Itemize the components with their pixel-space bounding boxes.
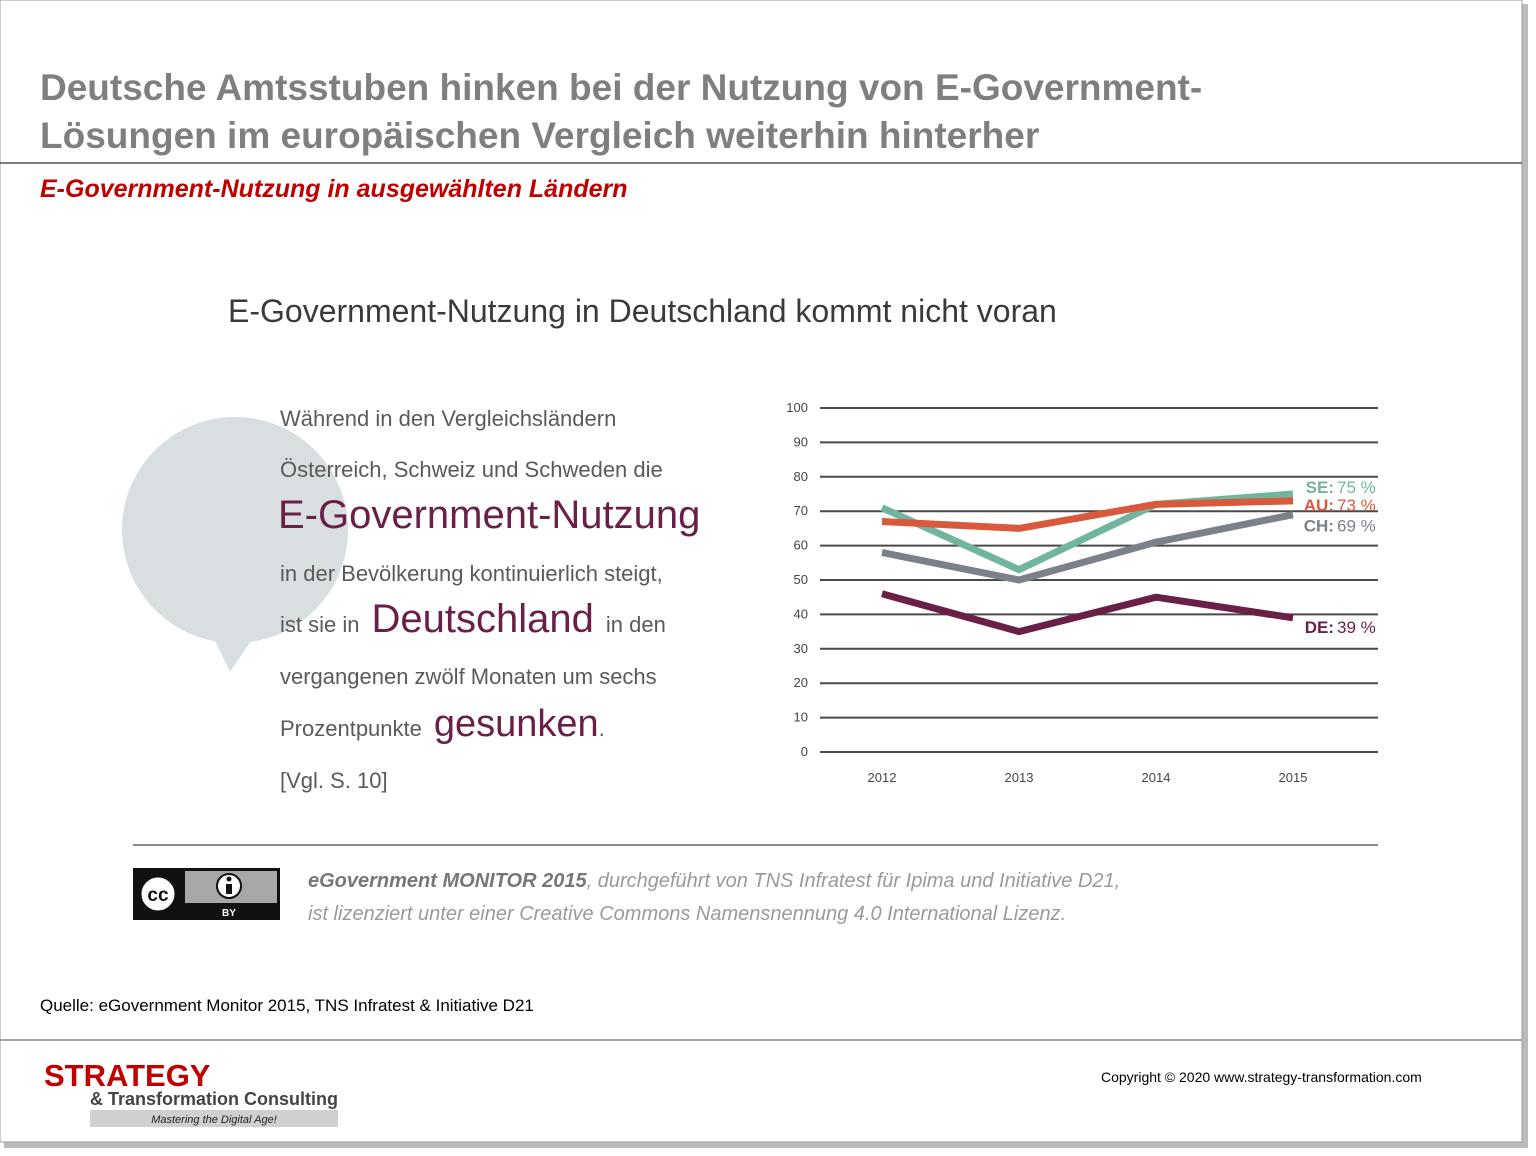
callout-line: [Vgl. S. 10] — [280, 768, 388, 793]
cc-label: cc — [147, 885, 169, 906]
title: Lösungen im europäischen Vergleich weite… — [40, 115, 1039, 156]
value-label: 75 % — [1337, 478, 1376, 497]
y-tick-label: 100 — [786, 400, 808, 415]
x-tick-label: 2015 — [1279, 770, 1308, 785]
speech-bubble-tail — [205, 620, 265, 672]
legend-label: DE: — [1305, 618, 1334, 637]
series-line — [881, 590, 1294, 636]
license-text: ist lizenziert unter einer Creative Comm… — [308, 903, 1066, 925]
license-text: , durchgeführt von TNS Infratest für Ipi… — [587, 870, 1121, 892]
y-tick-label: 30 — [794, 641, 808, 656]
speech-bubble — [122, 417, 348, 643]
callout-text: ist sie in — [280, 612, 359, 637]
value-label: 39 % — [1337, 618, 1376, 637]
by-label: BY — [222, 908, 236, 919]
title: Deutsche Amtsstuben hinken bei der Nutzu… — [40, 67, 1202, 108]
x-tick-label: 2013 — [1005, 770, 1034, 785]
legend-label: CH: — [1304, 517, 1334, 536]
subtitle: E-Government-Nutzung in ausgewählten Län… — [40, 175, 628, 203]
line-chart: 0 10 20 30 40 50 60 70 80 90 100 2012 2013 2014 2015 SE… — [786, 400, 1378, 785]
callout-line: in der Bevölkerung kontinuierlich steigt… — [280, 561, 663, 586]
callout-highlight: Deutschland — [371, 597, 593, 641]
series-line — [881, 511, 1294, 584]
callout-text: Während in den Vergleichsländern Österre… — [278, 406, 700, 793]
callout-text: Prozentpunkte — [280, 716, 422, 741]
by-icon-head — [226, 876, 232, 882]
tagline-box — [90, 1110, 338, 1127]
logo-main: STRATEGY — [44, 1058, 211, 1093]
y-tick-label: 90 — [794, 434, 808, 449]
y-tick-label: 80 — [794, 469, 808, 484]
by-icon-figure — [226, 884, 232, 894]
legend-label: SE: — [1306, 478, 1334, 497]
logo-sub: & Transformation Consulting — [90, 1089, 338, 1109]
callout-highlight: gesunken — [434, 703, 599, 745]
legend-label: AU: — [1304, 496, 1334, 515]
license-source: eGovernment MONITOR 2015 — [308, 870, 587, 892]
callout-line: Während in den Vergleichsländern — [280, 406, 616, 431]
callout-line: Prozentpunkte gesunken. — [280, 703, 605, 745]
callout-line: ist sie in Deutschland in den — [280, 597, 666, 641]
callout-text: in den — [606, 612, 666, 637]
value-label: 73 % — [1337, 496, 1376, 515]
y-tick-label: 60 — [794, 538, 808, 553]
y-tick-label: 20 — [794, 675, 808, 690]
tagline: Mastering the Digital Age! — [151, 1114, 277, 1126]
callout-line: vergangenen zwölf Monaten um sechs — [280, 664, 657, 689]
callout-line: Österreich, Schweiz und Schweden die — [280, 457, 663, 482]
cc-circle — [138, 874, 178, 914]
chart-title: E-Government-Nutzung in Deutschland komm… — [228, 293, 1057, 329]
value-label: 69 % — [1337, 517, 1376, 536]
source-note: Quelle: eGovernment Monitor 2015, TNS In… — [40, 996, 534, 1015]
series-line — [881, 497, 1294, 532]
y-tick-label: 0 — [801, 744, 808, 759]
y-tick-label: 40 — [794, 606, 808, 621]
license-text: eGovernment MONITOR 2015, durchgeführt v… — [308, 870, 1120, 892]
copyright: Copyright © 2020 www.strategy-transforma… — [1101, 1069, 1422, 1085]
y-tick-label: 10 — [794, 710, 808, 725]
callout-highlight: E-Government-Nutzung — [278, 493, 700, 537]
x-tick-label: 2014 — [1142, 770, 1171, 785]
y-tick-label: 50 — [794, 572, 808, 587]
x-tick-label: 2012 — [868, 770, 897, 785]
callout-text: . — [599, 716, 605, 741]
y-tick-label: 70 — [794, 503, 808, 518]
